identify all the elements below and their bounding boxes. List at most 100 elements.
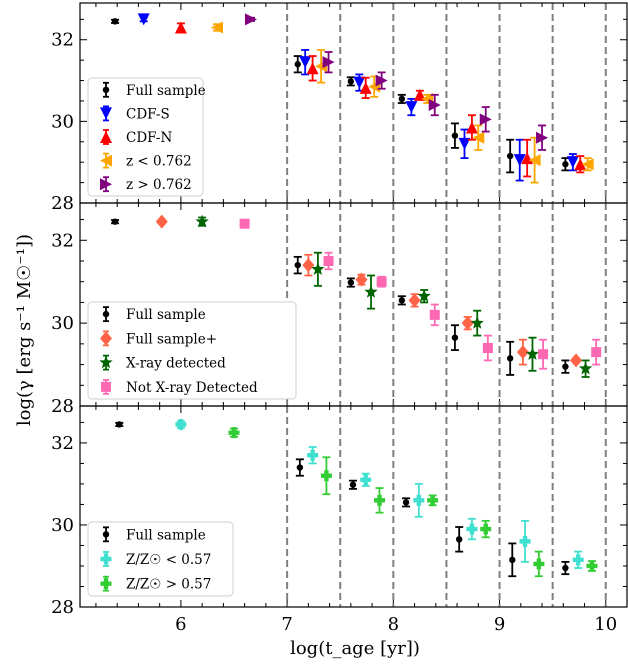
legend-label: z < 0.762: [126, 154, 192, 170]
data-point: [461, 316, 474, 331]
legend-frame: [87, 301, 297, 400]
data-point: [581, 158, 594, 171]
data-point: [506, 355, 514, 362]
series-1: [111, 18, 570, 174]
data-point: [239, 218, 250, 229]
data-point: [111, 218, 119, 225]
legend-label: Full sample: [126, 83, 206, 99]
y-tick-label: 28: [51, 597, 74, 618]
legend-marker: [100, 178, 112, 191]
legend-marker: [101, 381, 111, 392]
legend-label: Z/Z☉ < 0.57: [126, 552, 211, 568]
legend-label: Full sample+: [126, 331, 217, 347]
data-point: [402, 499, 410, 506]
legend-marker: [100, 553, 112, 565]
data-point: [513, 154, 526, 167]
legend-label: CDF-S: [126, 106, 170, 122]
x-tick-label: 7: [281, 614, 292, 635]
data-point: [521, 152, 534, 165]
data-point: [155, 214, 168, 229]
legend-marker: [100, 578, 112, 590]
data-point: [528, 154, 541, 167]
data-point: [428, 99, 441, 112]
data-point: [294, 261, 301, 269]
panel-3: 28 30 32 Full sample Z/Z☉ < 0.57 Z/Z☉ > 0.57: [51, 405, 628, 618]
data-point: [408, 293, 421, 308]
data-point: [405, 101, 418, 114]
data-point: [211, 21, 224, 34]
x-tick-label: 8: [388, 614, 399, 635]
data-point: [294, 61, 301, 68]
legend-1: Full sample CDF-S CDF-N z < 0.762 z > 0.762: [87, 77, 206, 197]
legend-label: X-ray detected: [126, 356, 226, 372]
panel-1: 28 30 32 Full sample CDF-S CDF-N z < 0.762 z > …: [51, 2, 628, 214]
data-point: [578, 361, 593, 375]
data-point: [451, 334, 459, 341]
data-point: [574, 158, 587, 171]
data-point: [465, 121, 478, 134]
data-point: [111, 18, 119, 25]
legend-label: z > 0.762: [126, 177, 192, 193]
data-point: [306, 62, 319, 75]
legend-marker: [100, 107, 112, 120]
legend-frame: [87, 521, 234, 597]
data-point: [359, 81, 372, 94]
series-1: [115, 421, 570, 578]
legend-marker: [100, 131, 112, 143]
data-point: [307, 449, 319, 461]
series-5: [245, 13, 549, 151]
legend-marker: [102, 310, 110, 318]
x-tick-label: 6: [175, 614, 186, 635]
legend-3: Full sample Z/Z☉ < 0.57 Z/Z☉ > 0.57: [87, 521, 234, 597]
data-point: [479, 113, 492, 126]
y-tick-label: 28: [51, 193, 74, 214]
data-point: [245, 13, 258, 26]
data-point: [562, 564, 569, 572]
data-point: [299, 56, 312, 69]
legend-label: Not X-ray Detected: [126, 380, 258, 396]
data-point: [466, 523, 478, 535]
data-point: [572, 554, 584, 566]
legend-label: Full sample: [126, 307, 206, 323]
series-4: [239, 218, 602, 370]
data-point: [458, 137, 471, 150]
data-point: [398, 297, 406, 304]
panels: 28 30 32 Full sample CDF-S CDF-N z < 0.762 z > …: [51, 2, 628, 618]
data-point: [374, 494, 386, 506]
data-point: [516, 345, 529, 360]
data-point: [320, 470, 332, 482]
series-3: [195, 214, 593, 378]
data-point: [562, 363, 569, 370]
data-point: [322, 56, 335, 69]
data-point: [506, 152, 514, 160]
data-point: [451, 132, 459, 139]
legend-label: Full sample: [126, 527, 206, 543]
data-point: [376, 276, 387, 287]
y-tick-label: 32: [51, 30, 74, 51]
legend-marker: [99, 355, 113, 369]
data-point: [349, 481, 357, 488]
data-point: [538, 349, 549, 360]
y-tick-label: 32: [51, 433, 74, 454]
x-tick-label: 10: [594, 614, 617, 635]
series-1: [111, 218, 570, 376]
data-point: [296, 464, 304, 471]
data-point: [360, 474, 372, 486]
data-point: [570, 353, 583, 368]
data-point: [533, 558, 545, 570]
data-point: [586, 560, 598, 572]
data-point: [353, 76, 366, 89]
x-tick-label: 9: [494, 614, 505, 635]
data-point: [347, 279, 355, 286]
data-point: [137, 13, 150, 26]
y-tick-label: 30: [51, 111, 74, 132]
data-point: [525, 347, 540, 360]
series-3: [228, 427, 598, 578]
data-point: [427, 494, 439, 506]
data-point: [228, 427, 240, 439]
data-point: [509, 556, 516, 564]
data-point: [455, 536, 463, 543]
data-point: [302, 258, 315, 273]
y-tick-label: 30: [51, 313, 74, 334]
